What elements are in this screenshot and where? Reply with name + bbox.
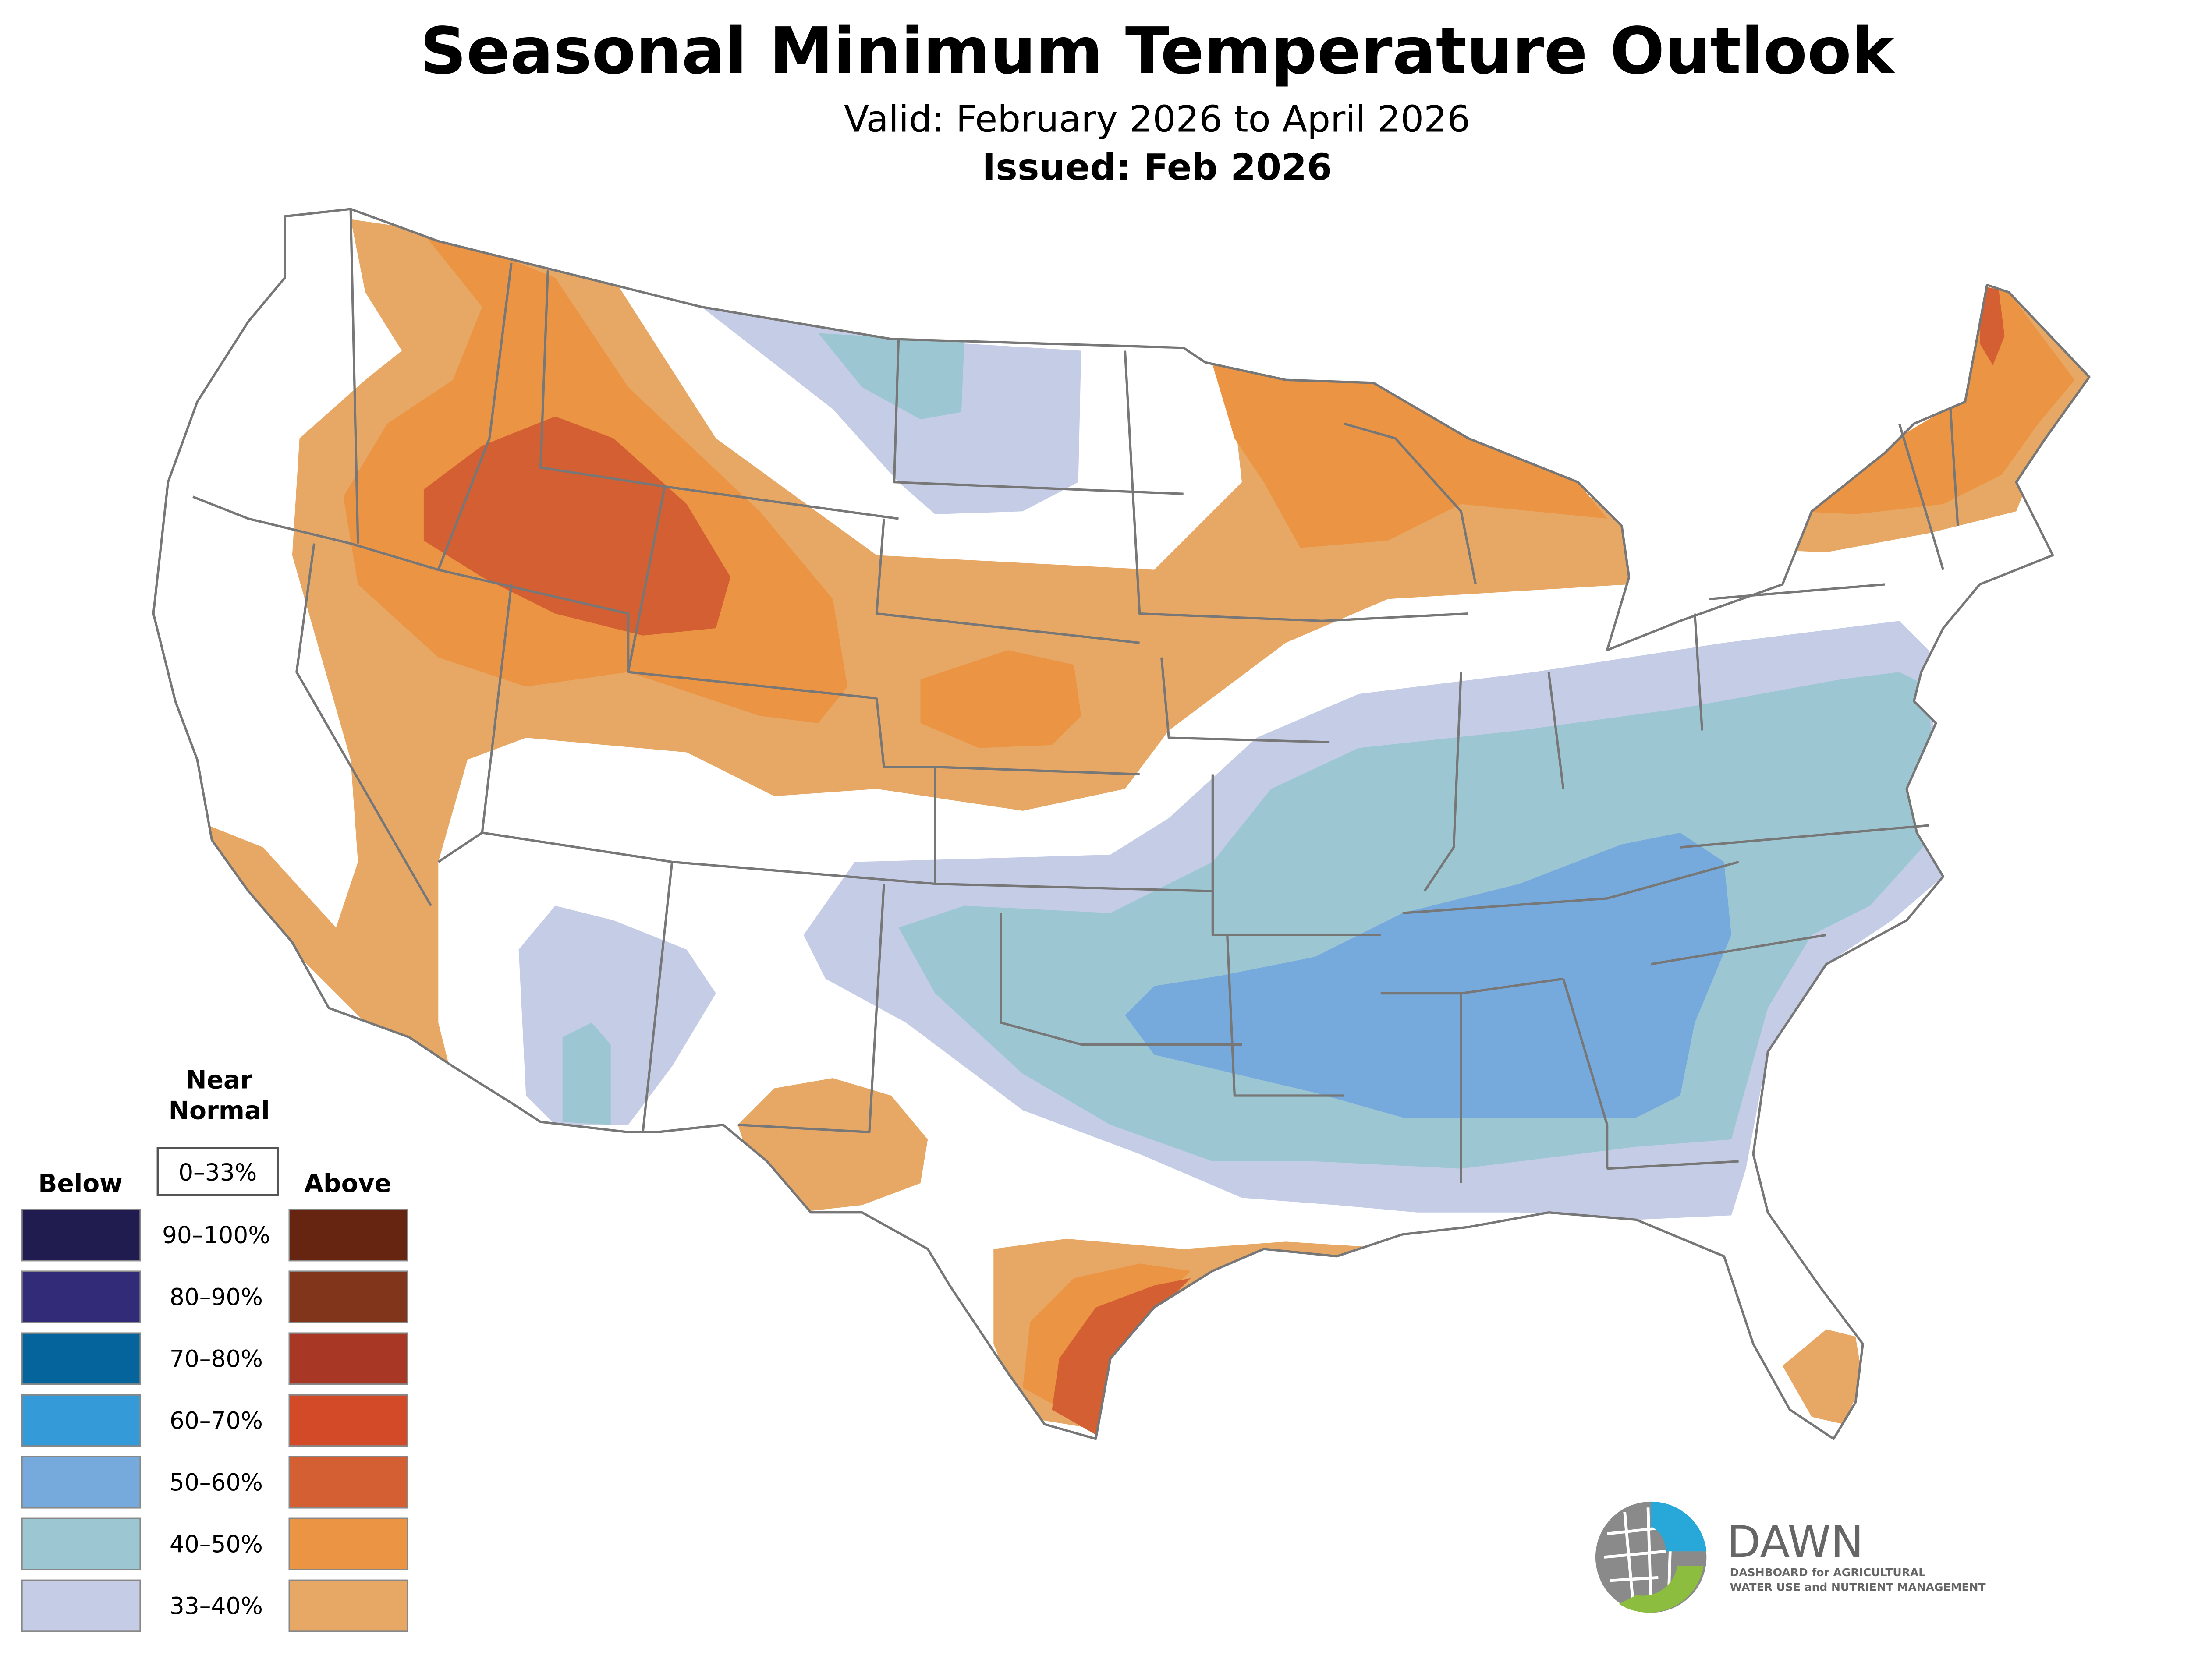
border-ne-ks: [935, 766, 1140, 776]
border-mo-ar: [1211, 774, 1381, 936]
border-ky-tn: [1402, 860, 1739, 914]
legend-above-label: Above: [304, 1169, 391, 1198]
border-nd-sd: [893, 339, 1184, 495]
border-al-ga: [1562, 978, 1609, 1169]
legend-range-label: 60–70%: [170, 1407, 263, 1434]
legend-range-label: 80–90%: [170, 1283, 263, 1311]
legend-above-swatch: [288, 1517, 408, 1570]
legend-above-swatch: [288, 1270, 408, 1323]
border-id-wa: [349, 209, 359, 544]
legend-below-swatch: [21, 1517, 141, 1570]
legend-above-swatch: [288, 1579, 408, 1632]
border-ga-fl: [1607, 1160, 1739, 1170]
above-40-50-nebraska: [920, 650, 1081, 748]
legend-below-swatch: [21, 1209, 141, 1262]
border-ok-tx: [1000, 913, 1242, 1046]
border-mi-upper: [1344, 422, 1477, 585]
below-40-50-southwest: [562, 1022, 611, 1125]
valid-period: Valid: February 2026 to April 2026: [844, 98, 1470, 140]
border-ia-mo: [1160, 657, 1330, 743]
legend-range-label: 90–100%: [162, 1221, 270, 1249]
border-ar-la: [1226, 935, 1344, 1097]
border-va-nc: [1680, 824, 1929, 849]
legend: Near Normal 0–33% Below Above 90–100% 80–…: [21, 1065, 408, 1632]
dawn-logo: DAWN DASHBOARD for AGRICULTURAL WATER US…: [1595, 1501, 1986, 1613]
above-40-50-great-lakes: [1212, 365, 1607, 548]
border-co-nm: [875, 698, 936, 884]
logo-name: DAWN: [1727, 1517, 1864, 1568]
legend-range-label: 50–60%: [170, 1468, 263, 1496]
border-sd-ne: [875, 518, 1140, 644]
legend-below-swatch: [21, 1270, 141, 1323]
border-nv-ut-id: [438, 569, 630, 672]
above-50-60-idaho-montana: [423, 416, 731, 636]
legend-near-normal-range: 0–33%: [178, 1158, 257, 1186]
below-50-60-southeast: [1125, 832, 1732, 1118]
border-oh-pa: [1693, 613, 1703, 731]
border-nc-sc: [1651, 934, 1827, 966]
legend-below-swatch: [21, 1579, 141, 1632]
legend-rows: 90–100% 80–90% 70–80% 60–70% 50–60% 40–50% 33–…: [21, 1209, 408, 1632]
border-vt-nh: [1949, 409, 1959, 526]
border-nm-tx: [737, 884, 885, 1134]
legend-above-swatch: [288, 1394, 408, 1447]
border-wy-co: [627, 486, 877, 700]
above-33-40-west-texas: [737, 1078, 928, 1213]
above-50-60-maine: [1979, 286, 2005, 365]
border-pa-ny: [1709, 583, 1885, 601]
logo-tagline-line2: WATER USE and NUTRIENT MANAGEMENT: [1730, 1581, 1986, 1593]
legend-below-swatch: [21, 1456, 141, 1509]
legend-below-label: Below: [38, 1169, 122, 1198]
logo-drop-blue: [1651, 1501, 1707, 1552]
legend-below-swatch: [21, 1332, 141, 1385]
border-mn: [1124, 350, 1322, 622]
map-title: Seasonal Minimum Temperature Outlook: [420, 14, 1896, 88]
us-outline: [152, 208, 2091, 1440]
below-40-50-dakotas: [818, 333, 964, 420]
border-az-nm: [642, 862, 674, 1132]
above-33-40-florida: [1782, 1329, 1863, 1425]
border-mt-wy: [539, 270, 899, 520]
legend-near-normal-box: [156, 1147, 279, 1196]
border-ks-ok: [935, 882, 1213, 892]
legend-near-normal-line2: Normal: [169, 1096, 270, 1125]
logo-leaf-green: [1619, 1566, 1704, 1613]
legend-below-swatch: [21, 1394, 141, 1447]
border-ny-vt: [1898, 423, 1945, 570]
issued-date: Issued: Feb 2026: [982, 146, 1332, 188]
legend-above-swatch: [288, 1332, 408, 1385]
border-id-mt: [437, 263, 513, 570]
border-wa-or: [192, 495, 439, 571]
logo-tagline-line1: DASHBOARD for AGRICULTURAL: [1730, 1566, 1926, 1579]
below-33-40-dakotas: [701, 307, 1081, 514]
above-40-50-northeast: [1797, 285, 2075, 514]
border-or-ca-nv: [295, 543, 432, 906]
legend-range-label: 33–40%: [170, 1592, 263, 1620]
legend-above-swatch: [288, 1456, 408, 1509]
legend-range-label: 70–80%: [170, 1345, 263, 1372]
state-boundaries: [152, 208, 2091, 1440]
border-il-in: [1423, 672, 1462, 892]
legend-near-normal-line1: Near: [186, 1065, 252, 1094]
legend-range-label: 40–50%: [170, 1530, 263, 1558]
border-in-oh: [1547, 672, 1565, 789]
legend-above-swatch: [288, 1209, 408, 1262]
border-wi-il: [1322, 612, 1468, 622]
logo-globe-grid-icon: [1604, 1507, 1673, 1607]
